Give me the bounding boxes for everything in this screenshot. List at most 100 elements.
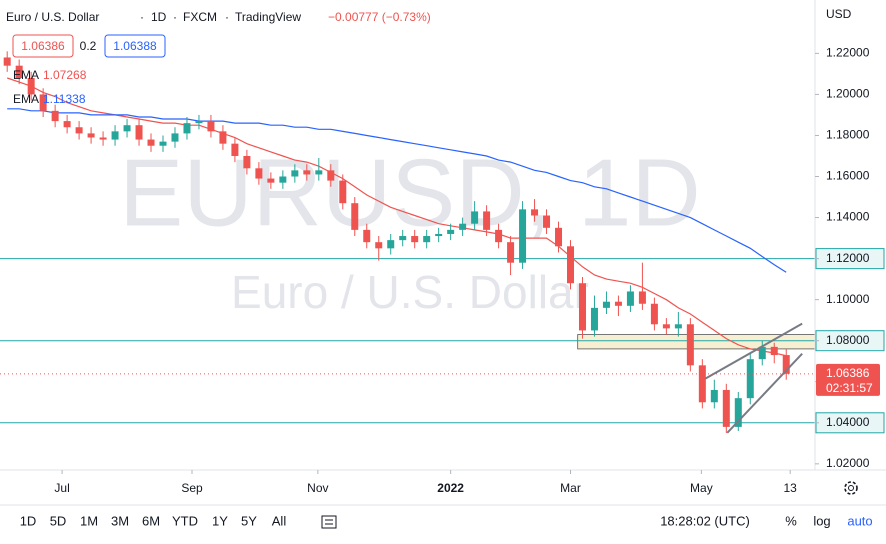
candle-body (602, 301, 610, 308)
candle-body (123, 125, 131, 132)
ema-legend-name: EMA (13, 92, 39, 106)
candle-body (626, 291, 634, 306)
candle-body (327, 170, 335, 181)
x-tick-label: Jul (54, 481, 69, 495)
candle-body (51, 110, 59, 122)
candle-body (183, 123, 191, 134)
trend-line (704, 322, 803, 380)
candle-body (339, 180, 347, 204)
candle-body (207, 121, 215, 132)
candle-body (471, 211, 479, 224)
candle-body (770, 346, 778, 356)
x-tick-label: Nov (307, 481, 328, 495)
bid-box[interactable] (12, 34, 74, 58)
candle-body (243, 155, 251, 169)
range-button[interactable]: 3M (111, 513, 129, 528)
scale-option[interactable]: auto (847, 513, 872, 528)
x-tick-label: Mar (560, 481, 581, 495)
header: Euro / U.S. Dollar · 1D · FXCM · Trading… (6, 7, 852, 106)
range-button[interactable]: 1M (80, 513, 98, 528)
candle-body (543, 215, 551, 228)
trend-line (726, 352, 803, 434)
candle-body (303, 170, 311, 175)
watermark: EURUSD, 1D (119, 139, 700, 246)
settings-icon[interactable] (848, 485, 854, 491)
ask-box[interactable] (104, 34, 166, 58)
range-button[interactable]: 1Y (212, 513, 228, 528)
x-tick-label: 13 (784, 481, 798, 495)
range-button[interactable]: 6M (142, 513, 160, 528)
candle-body (495, 229, 503, 243)
compare-icon[interactable] (321, 515, 337, 529)
candle-body (111, 131, 119, 140)
candle-body (351, 203, 359, 230)
candle-body (710, 389, 718, 403)
y-tick-label: 1.04000 (826, 415, 870, 429)
candle-body (734, 398, 742, 427)
candle-body (662, 324, 670, 329)
candle-body (315, 170, 323, 175)
range-button[interactable]: 5D (50, 513, 67, 528)
range-button[interactable]: YTD (172, 513, 198, 528)
watermark-subtitle: Euro / U.S. Dollar (231, 266, 589, 318)
plot-area: EURUSD, 1D Euro / U.S. Dollar (0, 51, 816, 434)
candle-body (267, 178, 275, 183)
symbol: Euro / U.S. Dollar (6, 10, 99, 24)
candle-body (722, 389, 730, 427)
candle-body (590, 307, 598, 331)
y-tick-label: 1.22000 (826, 46, 870, 60)
scale-option[interactable]: % (785, 513, 797, 528)
ema-legend-value: 1.07268 (43, 68, 87, 82)
candle-body (782, 355, 790, 374)
separator: · (225, 10, 229, 24)
currency: USD (826, 7, 852, 21)
candle-body (147, 139, 155, 146)
y-tick-label: 1.12000 (826, 251, 870, 265)
x-tick-label: Sep (181, 481, 203, 495)
candle-body (159, 141, 167, 146)
candle-body (567, 246, 574, 284)
last-price-tag (816, 363, 880, 396)
bid-price[interactable]: 1.06386 (21, 39, 65, 53)
separator: · (140, 10, 144, 24)
ema-line (7, 108, 787, 273)
candle-body (507, 242, 515, 263)
candle-body (27, 77, 35, 95)
range-button[interactable]: 1D (20, 513, 37, 528)
interval: 1D (151, 10, 167, 24)
candle-body (746, 359, 754, 399)
icon-shape[interactable] (321, 515, 337, 529)
candle-body (375, 242, 383, 249)
candle-body (698, 365, 706, 403)
candle-body (99, 137, 107, 140)
x-tick-label: 2022 (437, 481, 464, 495)
ema-legend-name: EMA (13, 68, 39, 82)
candle-body (435, 233, 443, 237)
candle-body (291, 170, 299, 177)
y-tick-label: 1.14000 (826, 210, 870, 224)
candle-body (135, 125, 143, 140)
scale-option[interactable]: log (813, 513, 830, 528)
candle-body (531, 209, 539, 216)
candle-body (3, 57, 11, 66)
candle-body (650, 303, 658, 325)
ema-legend-value: 1.11338 (43, 92, 86, 106)
last-price-label: 1.06386 (826, 366, 870, 380)
range-button[interactable]: All (272, 513, 287, 528)
candle-body (399, 236, 407, 241)
candle-body (578, 283, 586, 331)
settings-icon[interactable] (844, 481, 858, 495)
separator: · (173, 10, 177, 24)
range-button[interactable]: 5Y (241, 513, 257, 528)
ask-price[interactable]: 1.06388 (113, 39, 157, 53)
price-change: −0.00777 (−0.73%) (328, 10, 431, 24)
candle-body (686, 324, 694, 366)
candle-body (195, 121, 203, 124)
y-tick-label: 1.08000 (826, 333, 870, 347)
candle-body (555, 227, 563, 247)
candle-body (459, 223, 467, 230)
candle-body (219, 131, 227, 144)
x-tick-label: May (690, 481, 713, 495)
countdown: 02:31:57 (826, 381, 873, 395)
